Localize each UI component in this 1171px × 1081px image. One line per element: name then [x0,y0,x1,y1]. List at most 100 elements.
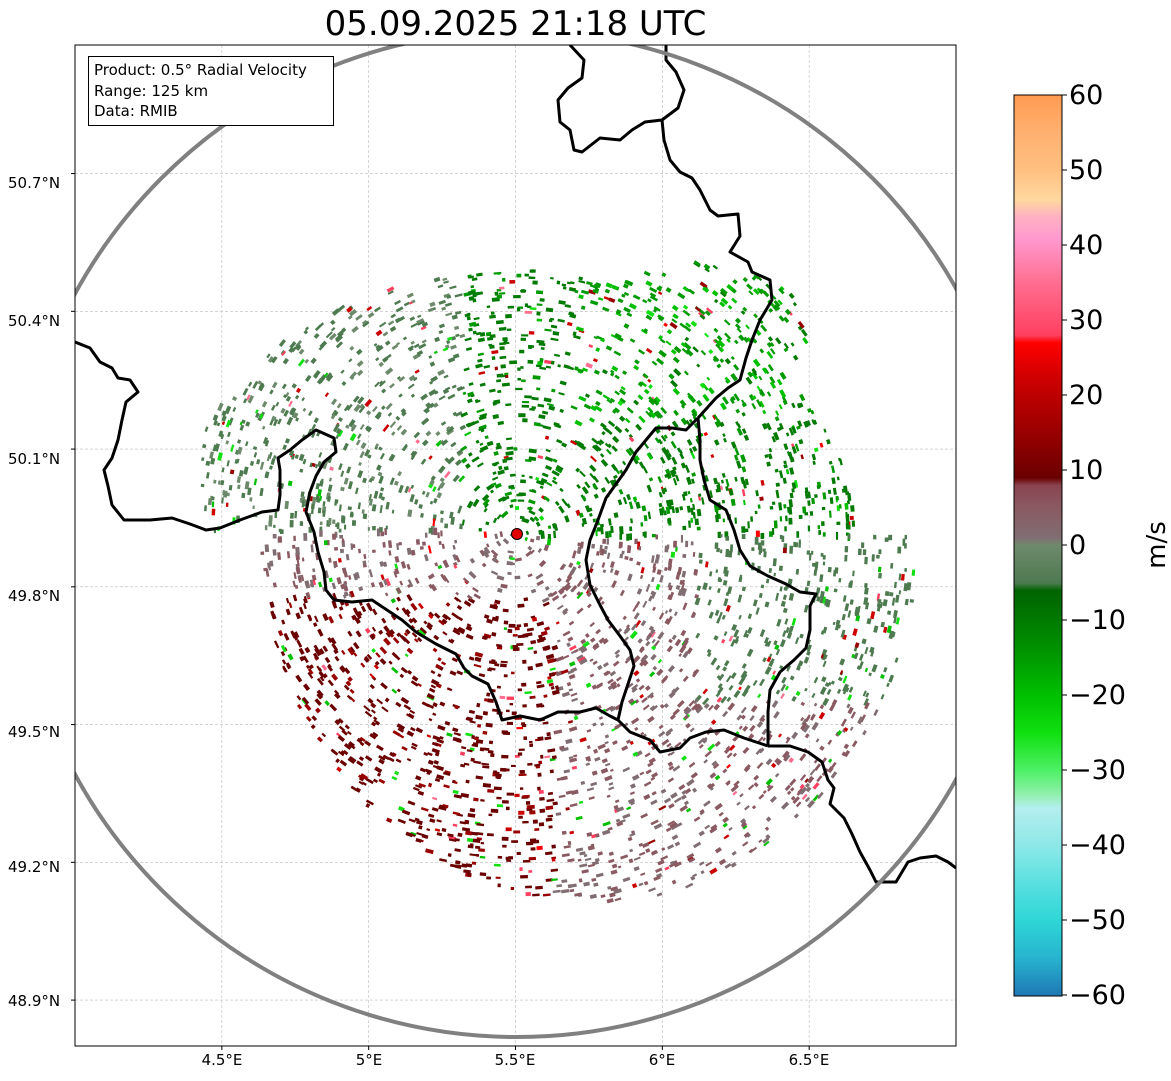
radar-echo-cell [752,358,761,368]
colorbar-tick-label: −10 [1069,605,1126,636]
radar-echo-cell [433,276,441,283]
radar-echo-cell [814,564,818,571]
radar-echo-cell [722,666,728,672]
radar-echo-cell [622,876,631,883]
radar-echo-cell [768,653,773,658]
radar-echo-cell [829,497,834,505]
radar-echo-cell [703,800,711,807]
radar-echo-cell [466,500,474,509]
radar-echo-cell [771,527,775,535]
radar-echo-cell [508,484,515,489]
radar-echo-cell [544,359,552,365]
radar-echo-cell [272,418,279,427]
radar-echo-cell [438,804,445,810]
radar-echo-cell [579,737,587,743]
radar-echo-cell [486,692,491,697]
radar-echo-cell [736,327,742,333]
radar-echo-cell [647,511,652,520]
radar-echo-cell [546,537,552,546]
radar-echo-cell [498,327,507,331]
radar-echo-cell [395,415,401,421]
radar-echo-cell [552,331,560,336]
radar-echo-cell [718,673,725,681]
radar-echo-cell [602,569,607,574]
radar-echo-cell [410,624,416,630]
radar-echo-cell [420,807,429,812]
radar-echo-cell [537,786,541,791]
radar-echo-cell [442,771,451,777]
radar-echo-cell [602,394,611,401]
radar-echo-cell [230,444,235,452]
radar-echo-cell [376,772,382,777]
radar-echo-cell [544,626,551,631]
radar-echo-cell [404,485,410,494]
radar-echo-cell [430,678,440,686]
radar-echo-cell [646,452,653,460]
radar-echo-cell [420,325,427,331]
radar-echo-cell [685,807,692,813]
radar-echo-cell [623,323,630,329]
radar-echo-cell [369,673,376,680]
radar-echo-cell [572,331,577,337]
radar-echo-cell [818,530,822,535]
radar-echo-cell [317,628,324,637]
radar-echo-cell [597,743,606,750]
radar-echo-cell [212,444,217,452]
radar-echo-cell [577,368,584,374]
radar-echo-cell [259,461,265,470]
radar-echo-cell [538,634,543,639]
radar-echo-cell [762,290,770,298]
radar-echo-cell [524,310,532,314]
radar-echo-cell [520,366,524,369]
radar-echo-cell [891,597,896,606]
radar-echo-cell [614,390,620,396]
radar-echo-cell [888,534,893,541]
radar-echo-cell [618,488,624,495]
radar-echo-cell [679,322,686,328]
radar-echo-cell [516,273,522,278]
radar-echo-cell [606,794,611,798]
radar-echo-cell [862,729,867,736]
radar-echo-cell [522,859,531,863]
radar-echo-cell [570,439,578,446]
radar-echo-cell [574,648,579,653]
radar-echo-cell [706,376,711,381]
radar-echo-cell [589,562,595,569]
radar-echo-cell [688,447,694,454]
radar-echo-cell [309,462,314,468]
radar-echo-cell [569,888,575,893]
radar-echo-cell [608,782,614,786]
radar-echo-cell [495,540,502,547]
radar-echo-cell [785,432,790,437]
radar-echo-cell [806,550,810,555]
radar-echo-cell [763,551,767,558]
radar-echo-cell [437,465,446,474]
radar-echo-cell [489,314,496,319]
radar-echo-cell [567,858,575,863]
radar-echo-cell [659,703,665,709]
radar-echo-cell [447,357,456,363]
radar-echo-cell [637,638,643,644]
radar-echo-cell [445,602,451,607]
radar-echo-cell [673,345,682,354]
radar-echo-cell [608,297,616,303]
radar-echo-cell [748,290,754,296]
radar-echo-cell [805,786,812,793]
radar-echo-cell [330,748,336,754]
radar-echo-cell [428,687,436,693]
radar-echo-cell [551,858,556,862]
radar-echo-cell [541,410,549,415]
radar-echo-cell [893,610,898,619]
radar-echo-cell [433,390,439,395]
radar-echo-cell [478,371,486,376]
radar-echo-cell [280,650,286,657]
radar-echo-cell [294,631,300,638]
radar-echo-cell [626,407,634,414]
radar-echo-cell [547,525,552,530]
radar-echo-cell [337,416,344,422]
radar-echo-cell [746,833,751,838]
radar-echo-cell [362,477,367,484]
radar-echo-cell [821,521,825,527]
radar-echo-cell [514,506,520,510]
radar-echo-cell [714,505,719,510]
